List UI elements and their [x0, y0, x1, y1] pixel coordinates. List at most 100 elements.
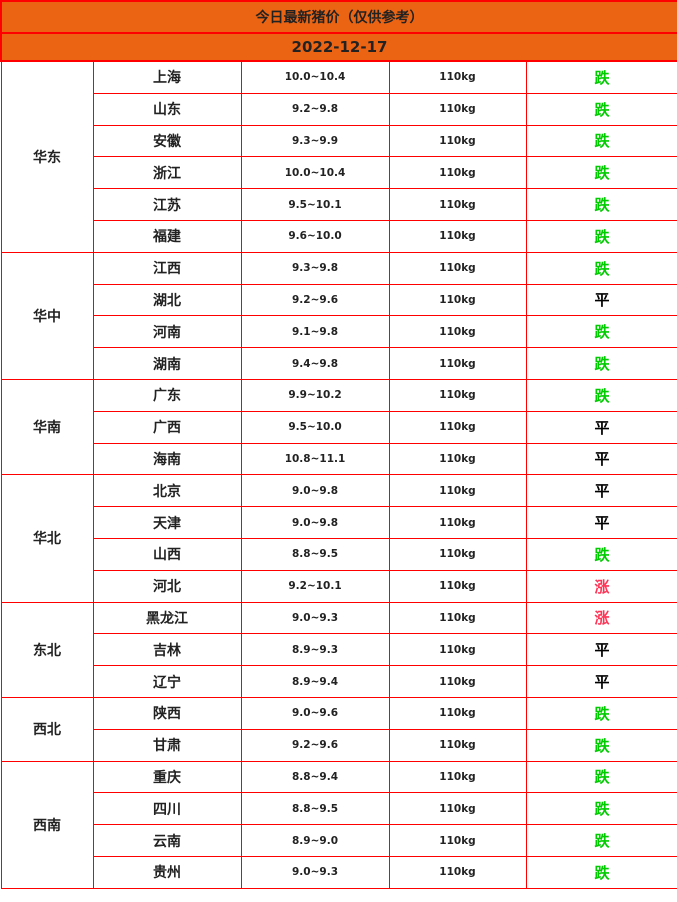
table-row: 吉林 8.9~9.3 110kg 平 — [1, 633, 677, 667]
table-row: 西南 重庆 8.8~9.4 110kg 跌 — [0, 760, 677, 889]
province-cell: 辽宁 — [92, 665, 242, 698]
weight-cell: 110kg — [388, 283, 527, 317]
trend-cell: 跌 — [525, 124, 677, 158]
price-cell: 9.0~9.8 — [240, 474, 390, 508]
province-cell: 河北 — [92, 569, 242, 603]
price-cell: 9.0~9.3 — [240, 601, 390, 635]
trend-cell: 涨 — [525, 601, 677, 635]
trend-cell: 平 — [525, 474, 677, 508]
province-cell: 广西 — [92, 410, 242, 444]
province-cell: 陕西 — [92, 696, 242, 730]
trend-cell: 跌 — [525, 537, 677, 571]
weight-cell: 110kg — [388, 506, 527, 539]
table-date: 2022-12-17 — [0, 32, 677, 62]
table-row: 东北 黑龙江 9.0~9.3 110kg 涨 — [0, 601, 677, 698]
table-title: 今日最新猪价（仅供参考） — [0, 0, 677, 34]
weight-cell: 110kg — [388, 855, 527, 889]
price-cell: 9.4~9.8 — [240, 347, 390, 380]
trend-cell: 跌 — [525, 251, 677, 285]
trend-cell: 平 — [525, 410, 677, 444]
price-cell: 9.3~9.8 — [240, 251, 390, 285]
region-cell: 华北 — [0, 474, 94, 603]
weight-cell: 110kg — [388, 537, 527, 571]
trend-cell: 跌 — [525, 792, 677, 826]
table-row: 山西 8.8~9.5 110kg 跌 — [1, 537, 677, 571]
region-cell: 华南 — [0, 378, 94, 476]
region-cell: 东北 — [0, 601, 94, 698]
trend-cell: 跌 — [525, 188, 677, 221]
table-row: 华北 北京 9.0~9.8 110kg 平 — [0, 474, 677, 603]
table-row: 湖南 9.4~9.8 110kg 跌 — [1, 347, 677, 380]
price-cell: 9.5~10.0 — [240, 410, 390, 444]
table-row: 四川 8.8~9.5 110kg 跌 — [1, 792, 677, 826]
province-cell: 黑龙江 — [92, 601, 242, 635]
trend-cell: 跌 — [525, 156, 677, 190]
province-cell: 安徽 — [92, 124, 242, 158]
province-cell: 天津 — [92, 506, 242, 539]
region-cell: 西南 — [0, 760, 94, 889]
price-cell: 10.0~10.4 — [240, 156, 390, 190]
province-cell: 福建 — [92, 219, 242, 253]
table-row: 甘肃 9.2~9.6 110kg 跌 — [1, 728, 677, 762]
weight-cell: 110kg — [388, 792, 527, 826]
region-cell: 华中 — [0, 251, 94, 380]
weight-cell: 110kg — [388, 124, 527, 158]
table-row: 西北 陕西 9.0~9.6 110kg 跌 — [0, 696, 677, 762]
weight-cell: 110kg — [388, 378, 527, 412]
price-cell: 8.9~9.0 — [240, 824, 390, 857]
weight-cell: 110kg — [388, 760, 527, 794]
province-cell: 山东 — [92, 92, 242, 126]
weight-cell: 110kg — [388, 474, 527, 508]
weight-cell: 110kg — [388, 569, 527, 603]
province-cell: 江西 — [92, 251, 242, 285]
table-row: 河南 9.1~9.8 110kg 跌 — [1, 315, 677, 349]
weight-cell: 110kg — [388, 60, 527, 94]
weight-cell: 110kg — [388, 219, 527, 253]
table-row: 辽宁 8.9~9.4 110kg 平 — [1, 665, 677, 698]
trend-cell: 跌 — [525, 347, 677, 380]
trend-cell: 跌 — [525, 824, 677, 857]
trend-cell: 平 — [525, 283, 677, 317]
price-cell: 9.9~10.2 — [240, 378, 390, 412]
weight-cell: 110kg — [388, 696, 527, 730]
price-cell: 8.8~9.5 — [240, 792, 390, 826]
table-row: 华南 广东 9.9~10.2 110kg 跌 — [0, 378, 677, 476]
price-cell: 8.9~9.4 — [240, 665, 390, 698]
weight-cell: 110kg — [388, 728, 527, 762]
price-cell: 9.2~10.1 — [240, 569, 390, 603]
province-cell: 甘肃 — [92, 728, 242, 762]
price-cell: 9.0~9.6 — [240, 696, 390, 730]
trend-cell: 平 — [525, 442, 677, 476]
table-row: 湖北 9.2~9.6 110kg 平 — [1, 283, 677, 317]
table-row: 江苏 9.5~10.1 110kg 跌 — [1, 188, 677, 221]
table-row: 安徽 9.3~9.9 110kg 跌 — [1, 124, 677, 158]
trend-cell: 跌 — [525, 728, 677, 762]
price-cell: 8.9~9.3 — [240, 633, 390, 667]
table-row: 广西 9.5~10.0 110kg 平 — [1, 410, 677, 444]
weight-cell: 110kg — [388, 188, 527, 221]
table-row: 福建 9.6~10.0 110kg 跌 — [1, 219, 677, 253]
province-cell: 重庆 — [92, 760, 242, 794]
trend-cell: 平 — [525, 665, 677, 698]
table-row: 浙江 10.0~10.4 110kg 跌 — [1, 156, 677, 190]
price-cell: 10.0~10.4 — [240, 60, 390, 94]
price-cell: 9.2~9.6 — [240, 728, 390, 762]
weight-cell: 110kg — [388, 156, 527, 190]
region-cell: 西北 — [0, 696, 94, 762]
table-row: 华中 江西 9.3~9.8 110kg 跌 — [0, 251, 677, 380]
table-row: 贵州 9.0~9.3 110kg 跌 — [1, 855, 677, 889]
weight-cell: 110kg — [388, 410, 527, 444]
province-cell: 湖北 — [92, 283, 242, 317]
province-cell: 吉林 — [92, 633, 242, 667]
trend-cell: 跌 — [525, 315, 677, 349]
weight-cell: 110kg — [388, 601, 527, 635]
table-row: 华东 上海 10.0~10.4 110kg 跌 — [0, 60, 677, 253]
price-cell: 8.8~9.4 — [240, 760, 390, 794]
trend-cell: 涨 — [525, 569, 677, 603]
price-cell: 9.3~9.9 — [240, 124, 390, 158]
province-cell: 上海 — [92, 60, 242, 94]
price-cell: 9.0~9.8 — [240, 506, 390, 539]
trend-cell: 跌 — [525, 60, 677, 94]
weight-cell: 110kg — [388, 315, 527, 349]
